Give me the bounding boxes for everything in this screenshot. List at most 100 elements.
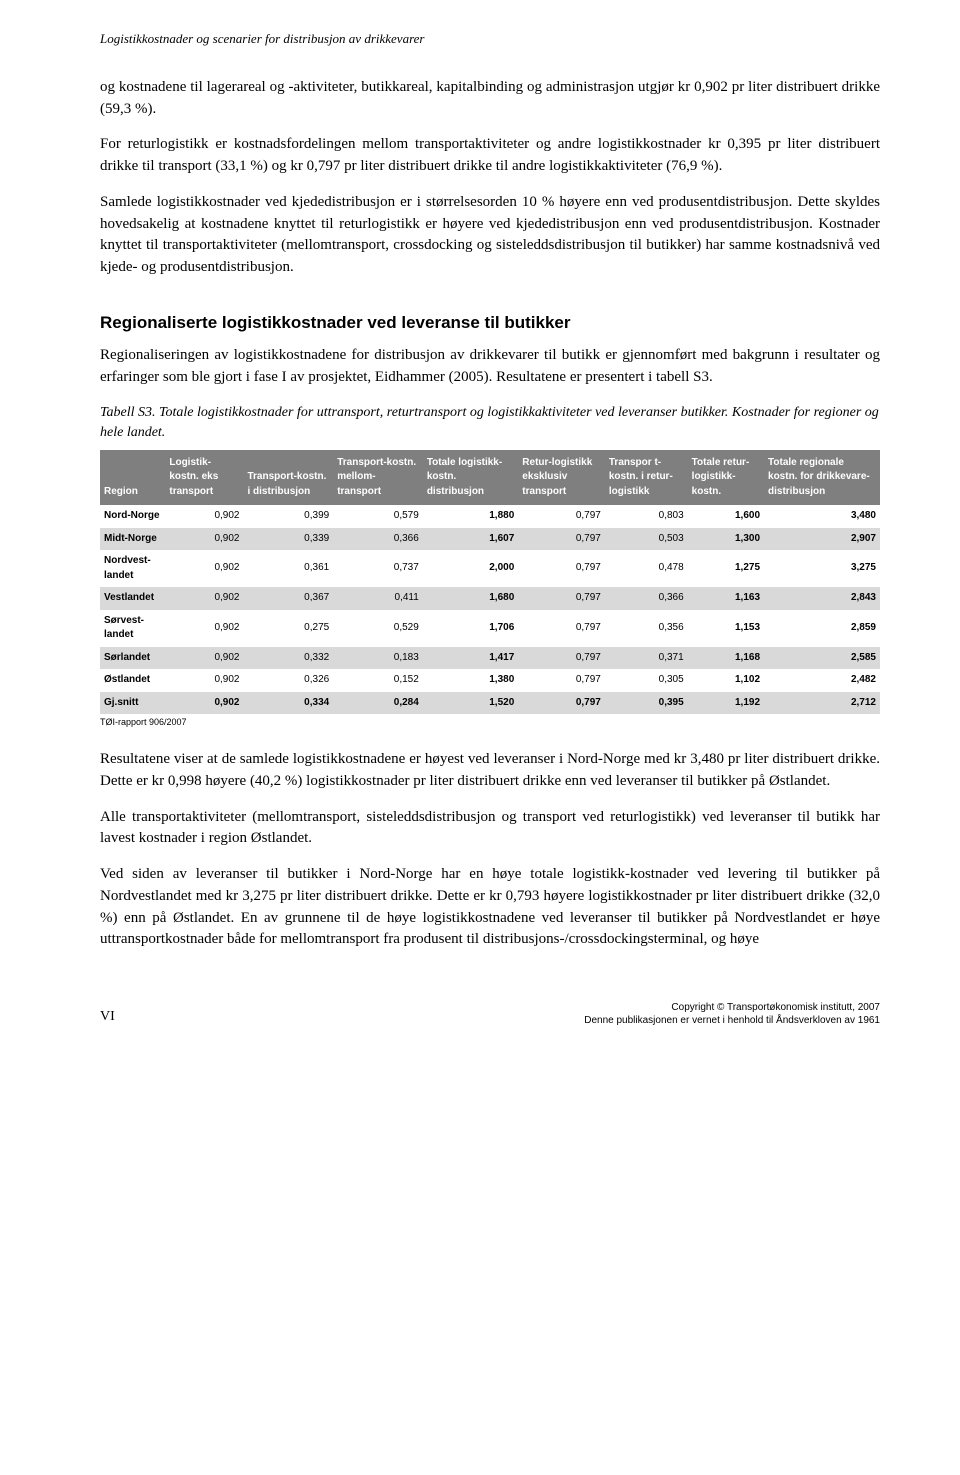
table-cell: 0,366 — [333, 528, 423, 551]
table-cell: 0,305 — [605, 669, 688, 692]
table-cell: 0,371 — [605, 647, 688, 670]
table-cell: 0,579 — [333, 505, 423, 528]
paragraph-4: Regionaliseringen av logistikkostnadene … — [100, 345, 880, 389]
table-cell: 0,797 — [518, 647, 605, 670]
table-cell: 0,183 — [333, 647, 423, 670]
col-retur-eks: Retur-logistikk eksklusiv transport — [518, 450, 605, 506]
table-cell: 2,859 — [764, 610, 880, 647]
table-row: Gj.snitt0,9020,3340,2841,5200,7970,3951,… — [100, 692, 880, 715]
table-cell: 0,356 — [605, 610, 688, 647]
table-cell: 1,163 — [688, 587, 764, 610]
table-cell: 0,411 — [333, 587, 423, 610]
table-cell: 0,902 — [165, 505, 243, 528]
table-cell: Sørvest-landet — [100, 610, 165, 647]
table-cell: 0,737 — [333, 550, 423, 587]
table-cell: 0,902 — [165, 669, 243, 692]
table-cell: 3,275 — [764, 550, 880, 587]
col-region: Region — [100, 450, 165, 506]
table-cell: Midt-Norge — [100, 528, 165, 551]
table-cell: 0,797 — [518, 610, 605, 647]
table-cell: 1,600 — [688, 505, 764, 528]
table-cell: Gj.snitt — [100, 692, 165, 715]
table-cell: 1,168 — [688, 647, 764, 670]
table-cell: 0,275 — [243, 610, 333, 647]
table-cell: 0,902 — [165, 550, 243, 587]
table-cell: 0,284 — [333, 692, 423, 715]
table-cell: 0,902 — [165, 647, 243, 670]
col-transport-retur: Transpor t-kostn. i retur-logistikk — [605, 450, 688, 506]
table-cell: Nordvest-landet — [100, 550, 165, 587]
table-cell: 0,797 — [518, 550, 605, 587]
table-cell: 2,000 — [423, 550, 518, 587]
col-totale-dist: Totale logistikk-kostn. distribusjon — [423, 450, 518, 506]
table-cell: 0,478 — [605, 550, 688, 587]
col-totale-regionale: Totale regionale kostn. for drikkevare-d… — [764, 450, 880, 506]
table-row: Sørlandet0,9020,3320,1831,4170,7970,3711… — [100, 647, 880, 670]
paragraph-6: Alle transportaktiviteter (mellomtranspo… — [100, 807, 880, 851]
table-row: Nord-Norge0,9020,3990,5791,8800,7970,803… — [100, 505, 880, 528]
table-row: Nordvest-landet0,9020,3610,7372,0000,797… — [100, 550, 880, 587]
table-cell: 1,680 — [423, 587, 518, 610]
copyright-line-2: Denne publikasjonen er vernet i henhold … — [584, 1014, 880, 1027]
col-transport-dist: Transport-kostn. i distribusjon — [243, 450, 333, 506]
table-cell: Sørlandet — [100, 647, 165, 670]
table-cell: 0,797 — [518, 528, 605, 551]
table-caption: Tabell S3. Totale logistikkostnader for … — [100, 403, 880, 444]
paragraph-2: For returlogistikk er kostnadsfordelinge… — [100, 134, 880, 178]
paragraph-1: og kostnadene til lagerareal og -aktivit… — [100, 77, 880, 121]
table-cell: 0,529 — [333, 610, 423, 647]
table-cell: 1,153 — [688, 610, 764, 647]
table-cell: 1,880 — [423, 505, 518, 528]
table-cell: Nord-Norge — [100, 505, 165, 528]
table-cell: 3,480 — [764, 505, 880, 528]
table-cell: 0,902 — [165, 587, 243, 610]
table-cell: 0,334 — [243, 692, 333, 715]
table-cell: 1,706 — [423, 610, 518, 647]
table-cell: 0,902 — [165, 528, 243, 551]
table-row: Østlandet0,9020,3260,1521,3800,7970,3051… — [100, 669, 880, 692]
table-cell: 2,843 — [764, 587, 880, 610]
table-header-row: Region Logistik-kostn. eks transport Tra… — [100, 450, 880, 506]
col-transport-mellom: Transport-kostn. mellom-transport — [333, 450, 423, 506]
table-cell: 0,902 — [165, 692, 243, 715]
col-logistik-eks: Logistik-kostn. eks transport — [165, 450, 243, 506]
table-cell: 0,797 — [518, 669, 605, 692]
table-cell: 1,607 — [423, 528, 518, 551]
table-row: Vestlandet0,9020,3670,4111,6800,7970,366… — [100, 587, 880, 610]
table-cell: 1,300 — [688, 528, 764, 551]
table-cell: Østlandet — [100, 669, 165, 692]
table-cell: Vestlandet — [100, 587, 165, 610]
table-cell: 0,797 — [518, 505, 605, 528]
table-cell: 2,585 — [764, 647, 880, 670]
table-cell: 2,482 — [764, 669, 880, 692]
table-row: Midt-Norge0,9020,3390,3661,6070,7970,503… — [100, 528, 880, 551]
table-footnote: TØI-rapport 906/2007 — [100, 716, 880, 729]
table-cell: 2,907 — [764, 528, 880, 551]
paragraph-5: Resultatene viser at de samlede logistik… — [100, 749, 880, 793]
table-cell: 0,367 — [243, 587, 333, 610]
table-cell: 1,192 — [688, 692, 764, 715]
section-heading: Regionaliserte logistikkostnader ved lev… — [100, 311, 880, 336]
table-cell: 0,902 — [165, 610, 243, 647]
page-footer: VI Copyright © Transportøkonomisk instit… — [100, 1001, 880, 1027]
table-cell: 0,803 — [605, 505, 688, 528]
table-cell: 0,332 — [243, 647, 333, 670]
table-cell: 0,503 — [605, 528, 688, 551]
table-cell: 1,417 — [423, 647, 518, 670]
table-cell: 0,361 — [243, 550, 333, 587]
table-cell: 0,339 — [243, 528, 333, 551]
table-cell: 1,102 — [688, 669, 764, 692]
table-cell: 0,152 — [333, 669, 423, 692]
table-cell: 0,797 — [518, 692, 605, 715]
table-cell: 0,326 — [243, 669, 333, 692]
table-cell: 1,520 — [423, 692, 518, 715]
table-cell: 2,712 — [764, 692, 880, 715]
table-cell: 1,380 — [423, 669, 518, 692]
page-number: VI — [100, 1007, 115, 1027]
running-title: Logistikkostnader og scenarier for distr… — [100, 30, 880, 49]
col-totale-retur: Totale retur-logistikk-kostn. — [688, 450, 764, 506]
table-cell: 0,366 — [605, 587, 688, 610]
table-cell: 0,797 — [518, 587, 605, 610]
table-row: Sørvest-landet0,9020,2750,5291,7060,7970… — [100, 610, 880, 647]
paragraph-7: Ved siden av leveranser til butikker i N… — [100, 864, 880, 951]
